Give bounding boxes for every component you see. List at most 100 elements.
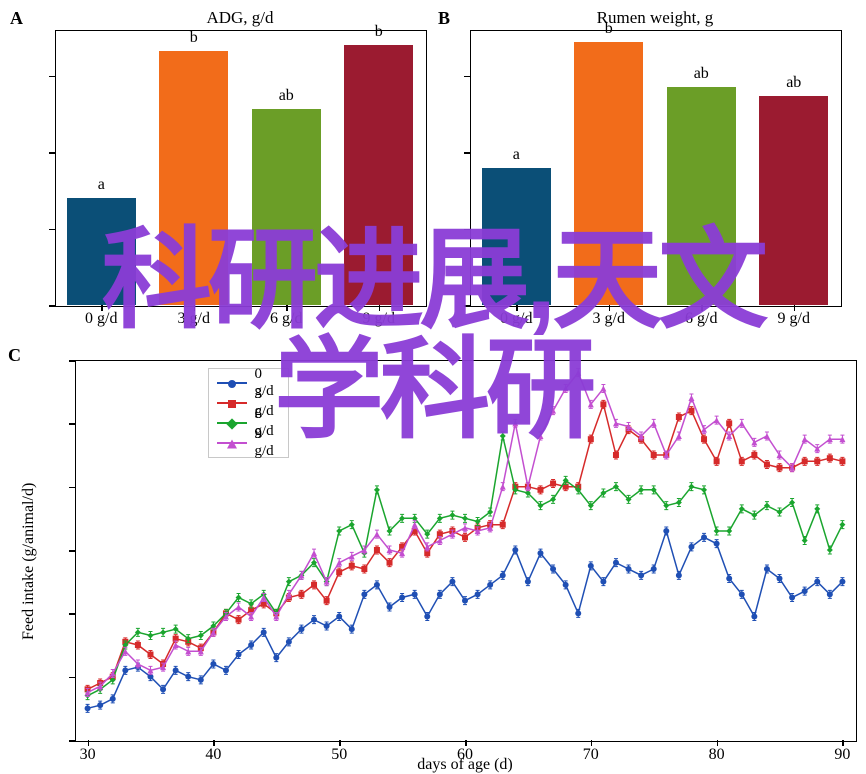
series-marker bbox=[537, 550, 543, 556]
series-marker bbox=[336, 528, 342, 534]
series-marker bbox=[764, 566, 770, 572]
panel-c-ylabel: Feed intake (g/animal/d) bbox=[20, 483, 38, 640]
series-marker bbox=[374, 487, 380, 493]
series-marker bbox=[739, 420, 745, 426]
series-marker bbox=[97, 702, 103, 708]
series-marker bbox=[802, 588, 808, 594]
series-marker bbox=[424, 614, 430, 620]
series-marker bbox=[336, 560, 342, 566]
series-marker bbox=[676, 572, 682, 578]
series-marker bbox=[550, 408, 556, 414]
series-marker bbox=[248, 642, 254, 648]
y-tick bbox=[69, 423, 75, 425]
legend-line bbox=[217, 442, 247, 444]
series-marker bbox=[751, 452, 757, 458]
series-marker bbox=[663, 528, 669, 534]
legend-line bbox=[217, 422, 247, 424]
series-marker bbox=[286, 639, 292, 645]
series-marker bbox=[500, 484, 506, 490]
series-marker bbox=[512, 547, 518, 553]
legend-item: 9 g/d bbox=[217, 433, 280, 453]
series-marker bbox=[147, 652, 153, 658]
series-marker bbox=[173, 667, 179, 673]
series-marker bbox=[802, 436, 808, 442]
series-marker bbox=[638, 572, 644, 578]
series-marker bbox=[349, 522, 355, 528]
series-marker bbox=[613, 560, 619, 566]
series-marker bbox=[714, 458, 720, 464]
series-marker bbox=[839, 579, 845, 585]
series-marker bbox=[688, 408, 694, 414]
series-marker bbox=[223, 667, 229, 673]
series-marker bbox=[525, 579, 531, 585]
legend-marker bbox=[227, 439, 237, 448]
series-marker bbox=[839, 522, 845, 528]
series-line bbox=[88, 436, 843, 696]
series-marker bbox=[198, 677, 204, 683]
series-marker bbox=[814, 506, 820, 512]
series-marker bbox=[412, 522, 418, 528]
series-marker bbox=[387, 604, 393, 610]
series-marker bbox=[739, 591, 745, 597]
series-marker bbox=[475, 591, 481, 597]
series-marker bbox=[311, 550, 317, 556]
series-marker bbox=[147, 633, 153, 639]
series-marker bbox=[324, 598, 330, 604]
series-marker bbox=[827, 591, 833, 597]
series-marker bbox=[110, 696, 116, 702]
series-marker bbox=[462, 534, 468, 540]
panel-c-plot-svg bbox=[0, 0, 866, 774]
series-marker bbox=[550, 566, 556, 572]
series-marker bbox=[261, 629, 267, 635]
series-marker bbox=[236, 652, 242, 658]
series-marker bbox=[537, 433, 543, 439]
series-marker bbox=[588, 563, 594, 569]
series-marker bbox=[600, 401, 606, 407]
series-marker bbox=[273, 655, 279, 661]
series-marker bbox=[676, 433, 682, 439]
series-marker bbox=[575, 610, 581, 616]
series-marker bbox=[349, 553, 355, 559]
series-marker bbox=[802, 538, 808, 544]
series-marker bbox=[336, 569, 342, 575]
series-marker bbox=[324, 623, 330, 629]
legend-line bbox=[217, 382, 247, 384]
series-marker bbox=[651, 452, 657, 458]
series-marker bbox=[676, 414, 682, 420]
series-marker bbox=[751, 614, 757, 620]
series-marker bbox=[789, 595, 795, 601]
series-marker bbox=[714, 417, 720, 423]
y-tick bbox=[69, 360, 75, 362]
series-marker bbox=[374, 582, 380, 588]
series-marker bbox=[726, 576, 732, 582]
panel-c-xlabel: days of age (d) bbox=[75, 756, 855, 774]
legend-label: 9 g/d bbox=[255, 426, 280, 460]
series-marker bbox=[311, 617, 317, 623]
series-marker bbox=[764, 462, 770, 468]
series-marker bbox=[802, 458, 808, 464]
series-marker bbox=[160, 686, 166, 692]
series-marker bbox=[688, 544, 694, 550]
series-marker bbox=[613, 452, 619, 458]
series-marker bbox=[387, 560, 393, 566]
series-marker bbox=[651, 566, 657, 572]
series-marker bbox=[550, 481, 556, 487]
series-marker bbox=[701, 534, 707, 540]
series-marker bbox=[349, 563, 355, 569]
series-marker bbox=[487, 582, 493, 588]
series-marker bbox=[399, 595, 405, 601]
series-marker bbox=[563, 582, 569, 588]
series-marker bbox=[298, 591, 304, 597]
series-marker bbox=[298, 626, 304, 632]
series-marker bbox=[185, 674, 191, 680]
series-marker bbox=[236, 617, 242, 623]
series-marker bbox=[336, 614, 342, 620]
legend-marker bbox=[228, 400, 236, 408]
series-marker bbox=[777, 465, 783, 471]
series-marker bbox=[210, 661, 216, 667]
y-tick bbox=[69, 677, 75, 679]
series-marker bbox=[777, 576, 783, 582]
y-tick bbox=[69, 550, 75, 552]
series-marker bbox=[449, 579, 455, 585]
legend-line bbox=[217, 402, 247, 404]
